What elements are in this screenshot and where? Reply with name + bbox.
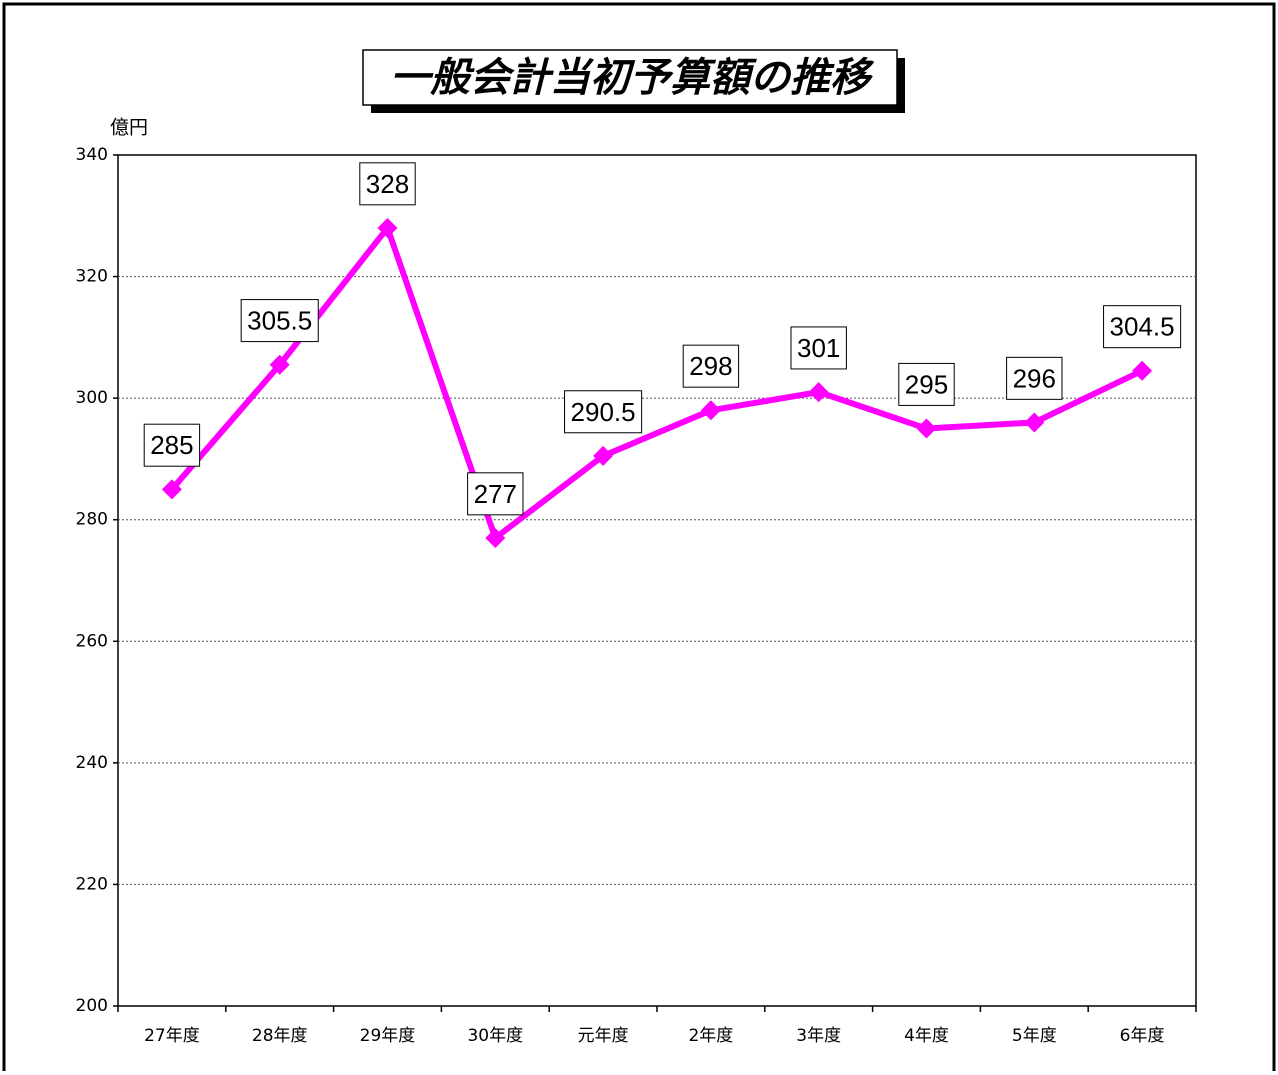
y-tick-label: 260 <box>76 631 108 651</box>
y-tick-label: 340 <box>76 145 108 165</box>
x-tick-label: 27年度 <box>144 1026 200 1046</box>
value-label-box <box>564 390 643 434</box>
value-label: 301 <box>797 333 840 363</box>
marker <box>377 217 398 238</box>
value-label: 298 <box>689 351 732 381</box>
y-tick-label: 200 <box>76 996 108 1016</box>
value-label-box <box>240 299 319 343</box>
marker <box>1132 360 1153 381</box>
value-label: 328 <box>366 169 409 199</box>
line <box>169 224 1144 541</box>
y-axis-label: 億円 <box>110 117 148 139</box>
marker <box>700 400 721 421</box>
marker <box>161 479 182 500</box>
y-tick-label: 240 <box>76 753 108 773</box>
x-tick-label: 5年度 <box>1012 1026 1057 1046</box>
marker <box>593 445 614 466</box>
x-tick-label: 2年度 <box>688 1026 733 1046</box>
y-tick-label: 220 <box>76 874 108 894</box>
title-box <box>362 49 898 106</box>
chart-title: 一般会計当初予算額の推移 <box>390 55 875 101</box>
value-label-box <box>682 344 740 388</box>
x-tick-label: 29年度 <box>360 1026 416 1046</box>
x-tick-label: 元年度 <box>578 1026 629 1046</box>
value-label-box <box>143 423 201 467</box>
marker <box>916 418 937 439</box>
y-tick-label: 320 <box>76 267 108 287</box>
marker <box>1024 412 1045 433</box>
marker <box>485 527 506 548</box>
value-label-box <box>1103 305 1182 349</box>
marker <box>269 354 290 375</box>
value-label-box <box>1006 356 1063 400</box>
x-tick-label: 3年度 <box>796 1026 841 1046</box>
value-label: 304.5 <box>1110 312 1175 342</box>
value-label: 277 <box>474 479 517 509</box>
x-tick-label: 30年度 <box>467 1026 523 1046</box>
value-label-box <box>898 362 955 406</box>
x-tick-label: 6年度 <box>1120 1026 1165 1046</box>
value-label: 305.5 <box>247 306 312 336</box>
value-label: 296 <box>1013 363 1056 393</box>
x-tick-label: 28年度 <box>252 1026 308 1046</box>
value-label: 290.5 <box>571 397 636 427</box>
y-tick-label: 280 <box>76 510 108 530</box>
y-tick-label: 300 <box>76 388 108 408</box>
value-label-box <box>359 162 416 206</box>
value-label-box <box>467 472 524 516</box>
value-label: 295 <box>905 369 948 399</box>
x-tick-label: 4年度 <box>904 1026 949 1046</box>
marker <box>808 382 829 403</box>
value-label-box <box>790 326 847 370</box>
value-label: 285 <box>150 430 193 460</box>
